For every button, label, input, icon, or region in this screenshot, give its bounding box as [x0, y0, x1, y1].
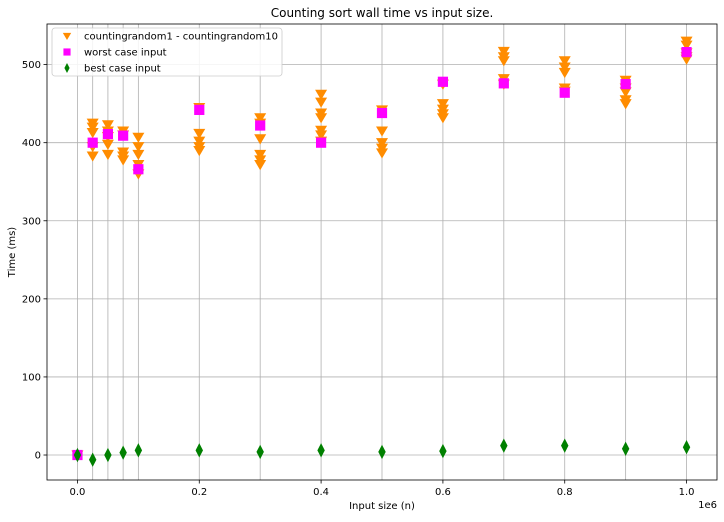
data-point-random	[132, 142, 145, 153]
y-axis-label: Time (ms)	[7, 227, 18, 279]
data-point-random	[619, 87, 632, 98]
legend-marker	[62, 32, 72, 40]
data-point-worst-case	[87, 137, 98, 148]
legend-items: countingrandom1 - countingrandom10 worst …	[62, 32, 278, 75]
data-point-random	[117, 155, 130, 166]
data-point-random	[101, 120, 114, 131]
data-point-best-case	[621, 441, 630, 456]
data-point-random	[315, 130, 328, 141]
x-tick-label: 0.4	[313, 487, 329, 498]
chart-legend: countingrandom1 - countingrandom10 worst …	[51, 27, 283, 77]
x-axis-label: Input size (n)	[349, 501, 415, 512]
data-points	[71, 36, 693, 467]
data-point-random	[254, 134, 267, 145]
data-point-best-case	[561, 438, 569, 453]
data-point-worst-case	[118, 130, 129, 141]
data-point-random	[132, 149, 145, 161]
data-point-best-case	[317, 443, 325, 458]
data-point-random	[254, 149, 267, 161]
data-point-random	[376, 148, 388, 159]
data-point-random	[376, 138, 388, 149]
data-point-random	[436, 113, 449, 124]
data-point-worst-case	[681, 47, 692, 58]
axis-ticks: 0.0 0.2 0.4 0.6 0.8 1.0 0 100 200 300 400 500	[22, 60, 695, 498]
x-tick-label: 0.0	[70, 487, 86, 498]
data-point-random	[619, 99, 632, 110]
data-point-worst-case	[559, 87, 570, 98]
data-point-random	[497, 56, 510, 67]
data-point-random	[193, 128, 206, 140]
data-point-worst-case	[498, 78, 509, 89]
data-point-random	[315, 113, 328, 124]
y-tick-label: 500	[22, 60, 41, 71]
x-tick-label: 0.6	[435, 487, 451, 498]
data-point-random	[132, 132, 145, 143]
x-tick-label: 0.8	[557, 487, 573, 498]
data-point-worst-case	[194, 104, 205, 115]
data-point-best-case	[682, 440, 691, 455]
data-point-best-case	[88, 452, 97, 467]
legend-marker	[64, 62, 70, 74]
data-point-worst-case	[620, 79, 631, 90]
data-point-random	[193, 136, 206, 147]
data-point-worst-case	[376, 107, 388, 119]
data-point-random	[86, 128, 99, 139]
chart-title: Counting sort wall time vs input size.	[271, 6, 494, 20]
data-point-random	[101, 139, 114, 150]
plot-area-frame	[46, 23, 718, 481]
data-point-random	[436, 99, 449, 110]
data-point-worst-case	[133, 164, 144, 175]
data-point-random	[315, 97, 328, 108]
data-point-worst-case	[315, 137, 327, 148]
y-tick-label: 200	[22, 294, 41, 305]
data-point-random	[254, 160, 267, 171]
y-tick-label: 300	[22, 216, 41, 227]
data-point-random	[497, 46, 510, 58]
legend-entry-best-case: best case input	[84, 64, 161, 75]
data-point-random	[558, 62, 571, 73]
x-tick-label: 1.0	[679, 487, 695, 498]
data-point-worst-case	[102, 128, 114, 140]
grid-lines	[47, 24, 717, 480]
data-point-random	[86, 122, 99, 133]
data-point-best-case	[378, 444, 386, 460]
data-point-best-case	[256, 444, 264, 460]
data-point-random	[680, 40, 693, 51]
legend-entry-random: countingrandom1 - countingrandom10	[84, 32, 278, 43]
data-point-random	[86, 151, 99, 162]
legend-box	[51, 27, 283, 77]
legend-entry-worst-case: worst case input	[84, 48, 167, 59]
data-point-random	[558, 56, 571, 67]
data-point-best-case	[500, 438, 508, 453]
data-point-random	[315, 89, 328, 100]
y-tick-label: 400	[22, 138, 41, 149]
x-axis-offset-label: 1e6	[698, 500, 717, 511]
data-point-random	[101, 149, 114, 161]
y-tick-label: 0	[35, 451, 41, 462]
data-point-best-case	[439, 443, 447, 459]
data-point-random	[376, 126, 388, 137]
data-point-best-case	[104, 447, 112, 463]
data-point-random	[558, 67, 571, 79]
y-tick-label: 100	[22, 372, 41, 383]
data-point-random	[254, 113, 267, 124]
data-point-random	[193, 145, 206, 157]
data-point-worst-case	[437, 76, 449, 87]
legend-marker	[63, 48, 71, 56]
data-point-worst-case	[255, 120, 266, 131]
data-point-best-case	[134, 443, 143, 458]
x-tick-label: 0.2	[191, 487, 207, 498]
data-point-best-case	[195, 443, 203, 458]
data-point-best-case	[73, 447, 82, 463]
data-point-best-case	[119, 445, 127, 460]
